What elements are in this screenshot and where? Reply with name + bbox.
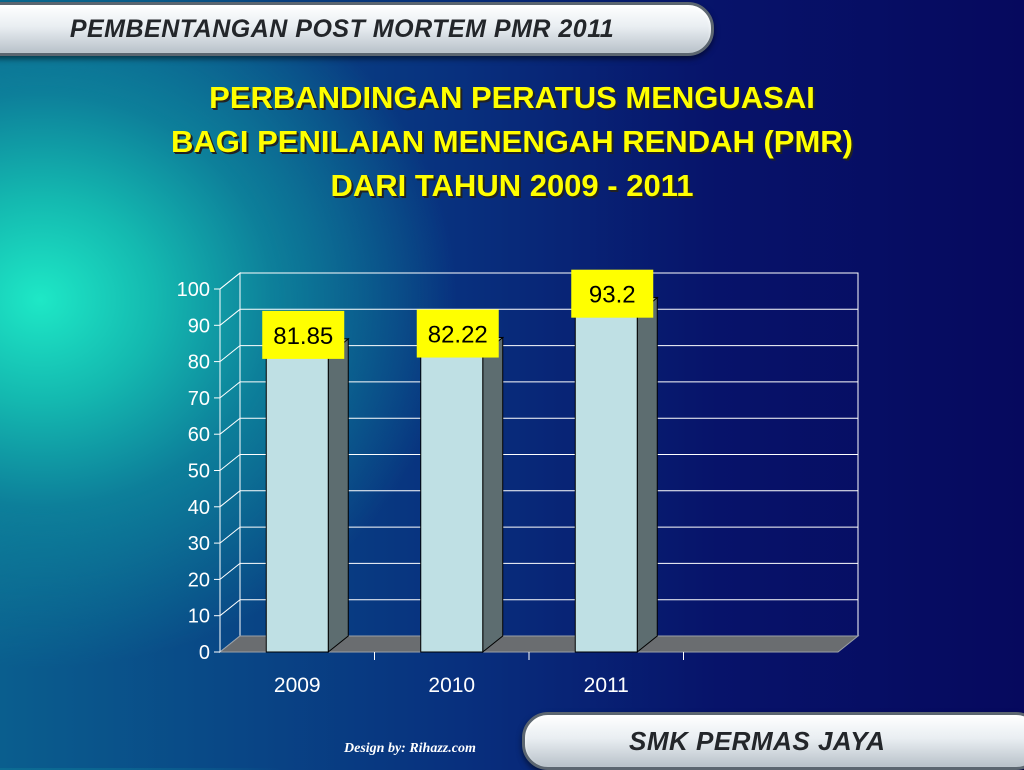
y-tick-label: 0	[199, 642, 210, 664]
design-credit: Design by: Rihazz.com	[344, 741, 476, 756]
bar-side-2009	[327, 337, 349, 654]
header-banner-text: PEMBENTANGAN POST MORTEM PMR 2011	[69, 14, 615, 43]
bar-side-2010	[482, 336, 504, 654]
data-label-2009: 81.85	[273, 323, 333, 350]
title-line-1: PERBANDINGAN PERATUS MENGUASAI	[209, 80, 815, 115]
bar-side-2011	[636, 296, 658, 654]
data-label-2011: 93.2	[589, 282, 636, 309]
y-tick-label: 60	[188, 424, 210, 446]
slide-title: PERBANDINGAN PERATUS MENGUASAI BAGI PENI…	[0, 76, 1024, 208]
y-tick-label: 40	[188, 497, 210, 519]
data-label-2010: 82.22	[428, 322, 488, 349]
y-tick-label: 50	[188, 461, 210, 483]
title-line-3: DARI TAHUN 2009 - 2011	[330, 168, 694, 203]
bar-2010	[420, 353, 484, 653]
footer-banner: SMK PERMAS JAYA	[522, 712, 1024, 770]
gridline	[219, 272, 858, 290]
data-label-box-2009	[262, 310, 345, 359]
y-tick-label: 100	[177, 279, 210, 301]
x-tick-label: 2011	[584, 674, 629, 697]
bar-2011	[574, 313, 638, 653]
x-tick-label: 2009	[274, 674, 321, 697]
x-tick-label: 2010	[428, 674, 475, 697]
data-label-box-2010	[416, 309, 499, 358]
bar-2009	[265, 354, 329, 653]
header-banner: PEMBENTANGAN POST MORTEM PMR 2011	[0, 2, 714, 56]
y-tick-label: 70	[188, 388, 210, 410]
data-label-box-2011	[571, 269, 654, 318]
y-tick-label: 10	[188, 606, 210, 628]
y-tick-label: 80	[188, 352, 210, 374]
y-tick-label: 90	[188, 315, 210, 337]
school-name: SMK PERMAS JAYA	[629, 725, 886, 756]
title-line-2: BAGI PENILAIAN MENENGAH RENDAH (PMR)	[171, 124, 853, 159]
y-tick-label: 20	[188, 569, 210, 591]
y-tick-label: 30	[188, 533, 210, 555]
